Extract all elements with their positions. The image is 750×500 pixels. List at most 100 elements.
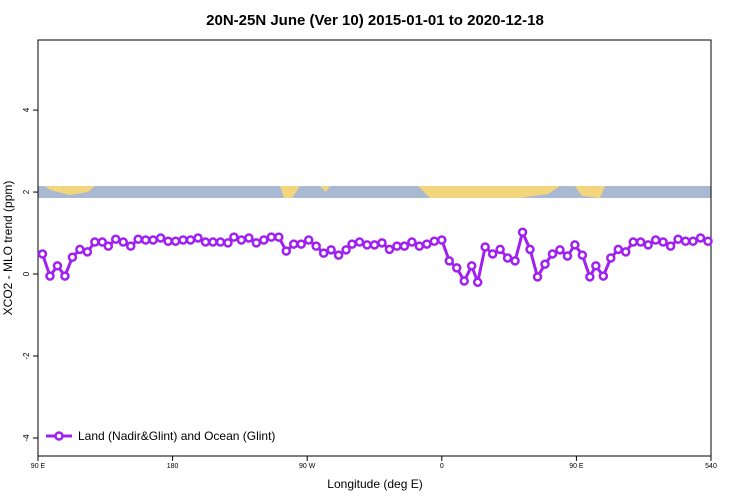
data-point — [502, 253, 513, 263]
data-point — [459, 276, 469, 286]
data-point — [407, 237, 417, 247]
y-tick-label: 0 — [22, 271, 31, 276]
data-point — [90, 237, 100, 247]
data-point — [480, 242, 490, 252]
data-point — [251, 238, 262, 248]
data-point — [200, 237, 211, 247]
legend-label: Land (Nadir&Glint) and Ocean (Glint) — [78, 429, 275, 443]
x-tick-label: 90 E — [569, 463, 584, 470]
data-point — [67, 252, 78, 262]
data-point — [288, 239, 299, 249]
data-point — [111, 234, 121, 244]
data-point — [208, 237, 218, 247]
chart-title: 20N-25N June (Ver 10) 2015-01-01 to 2020… — [206, 12, 544, 29]
y-tick-label: 2 — [22, 189, 31, 194]
data-point — [347, 239, 357, 249]
data-point — [695, 233, 706, 243]
data-point — [60, 271, 70, 281]
data-point — [326, 245, 336, 255]
data-point — [178, 235, 188, 245]
data-point — [354, 237, 365, 247]
data-point — [266, 232, 277, 242]
data-point — [547, 249, 558, 259]
data-point — [45, 271, 55, 281]
data-point — [628, 237, 638, 247]
data-point — [650, 235, 661, 245]
data-point — [185, 235, 196, 245]
data-point — [643, 240, 653, 250]
data-point — [369, 240, 380, 250]
data-point — [555, 245, 565, 255]
data-point — [52, 261, 63, 271]
data-point — [466, 261, 477, 271]
data-point — [37, 249, 48, 259]
y-axis-label: XCO2 - MLO trend (ppm) — [1, 181, 15, 316]
data-point — [591, 261, 601, 271]
data-point — [598, 271, 609, 281]
data-point — [422, 239, 432, 249]
data-point — [444, 256, 455, 266]
data-point — [414, 241, 425, 251]
data-point — [103, 241, 114, 251]
x-tick-label: 180 — [167, 463, 179, 470]
data-point — [274, 232, 284, 242]
data-point — [525, 244, 535, 255]
data-point — [635, 237, 646, 247]
data-point — [577, 250, 588, 260]
data-point — [688, 236, 698, 246]
data-point — [333, 250, 344, 260]
x-tick-label: 0 — [440, 463, 444, 470]
data-point — [163, 236, 173, 246]
x-tick-label: 90 E — [31, 463, 46, 470]
data-point — [82, 247, 93, 257]
data-point — [532, 272, 543, 282]
data-point — [148, 235, 158, 245]
data-point — [303, 235, 314, 245]
data-point — [229, 232, 239, 242]
data-point — [570, 240, 580, 250]
map-strip — [38, 186, 711, 198]
data-point — [281, 246, 292, 256]
x-axis-label: Longitude (deg E) — [327, 477, 422, 491]
data-point — [377, 238, 387, 248]
x-tick-label: 90 W — [299, 463, 316, 470]
data-point — [384, 244, 395, 255]
data-point — [562, 251, 573, 261]
data-point — [487, 249, 498, 259]
legend-marker — [54, 431, 64, 441]
data-point — [341, 245, 351, 255]
data-point — [703, 236, 713, 246]
data-point — [75, 244, 85, 255]
data-point — [140, 235, 151, 245]
data-point — [259, 235, 269, 245]
y-tick-label: 4 — [22, 107, 31, 112]
data-point — [223, 238, 233, 248]
data-point — [673, 234, 683, 244]
data-point — [613, 244, 624, 255]
y-tick-label: -4 — [22, 434, 31, 442]
data-point — [311, 241, 321, 251]
data-point — [193, 233, 203, 243]
data-point — [517, 227, 528, 237]
data-point — [540, 259, 550, 269]
data-point — [362, 240, 372, 250]
data-point — [215, 237, 226, 247]
data-point — [680, 236, 691, 246]
data-point — [621, 247, 631, 257]
data-point — [665, 241, 676, 251]
data-point — [437, 235, 447, 245]
data-point — [118, 237, 128, 247]
data-point — [244, 233, 254, 243]
data-point — [606, 253, 616, 263]
data-point — [392, 241, 402, 251]
data-point — [399, 241, 410, 251]
data-point — [296, 239, 306, 249]
data-point — [236, 235, 247, 245]
data-point — [495, 244, 505, 255]
data-point — [429, 236, 440, 246]
data-point — [170, 236, 181, 246]
x-tick-label: 540 — [705, 463, 717, 470]
data-point — [658, 237, 668, 247]
